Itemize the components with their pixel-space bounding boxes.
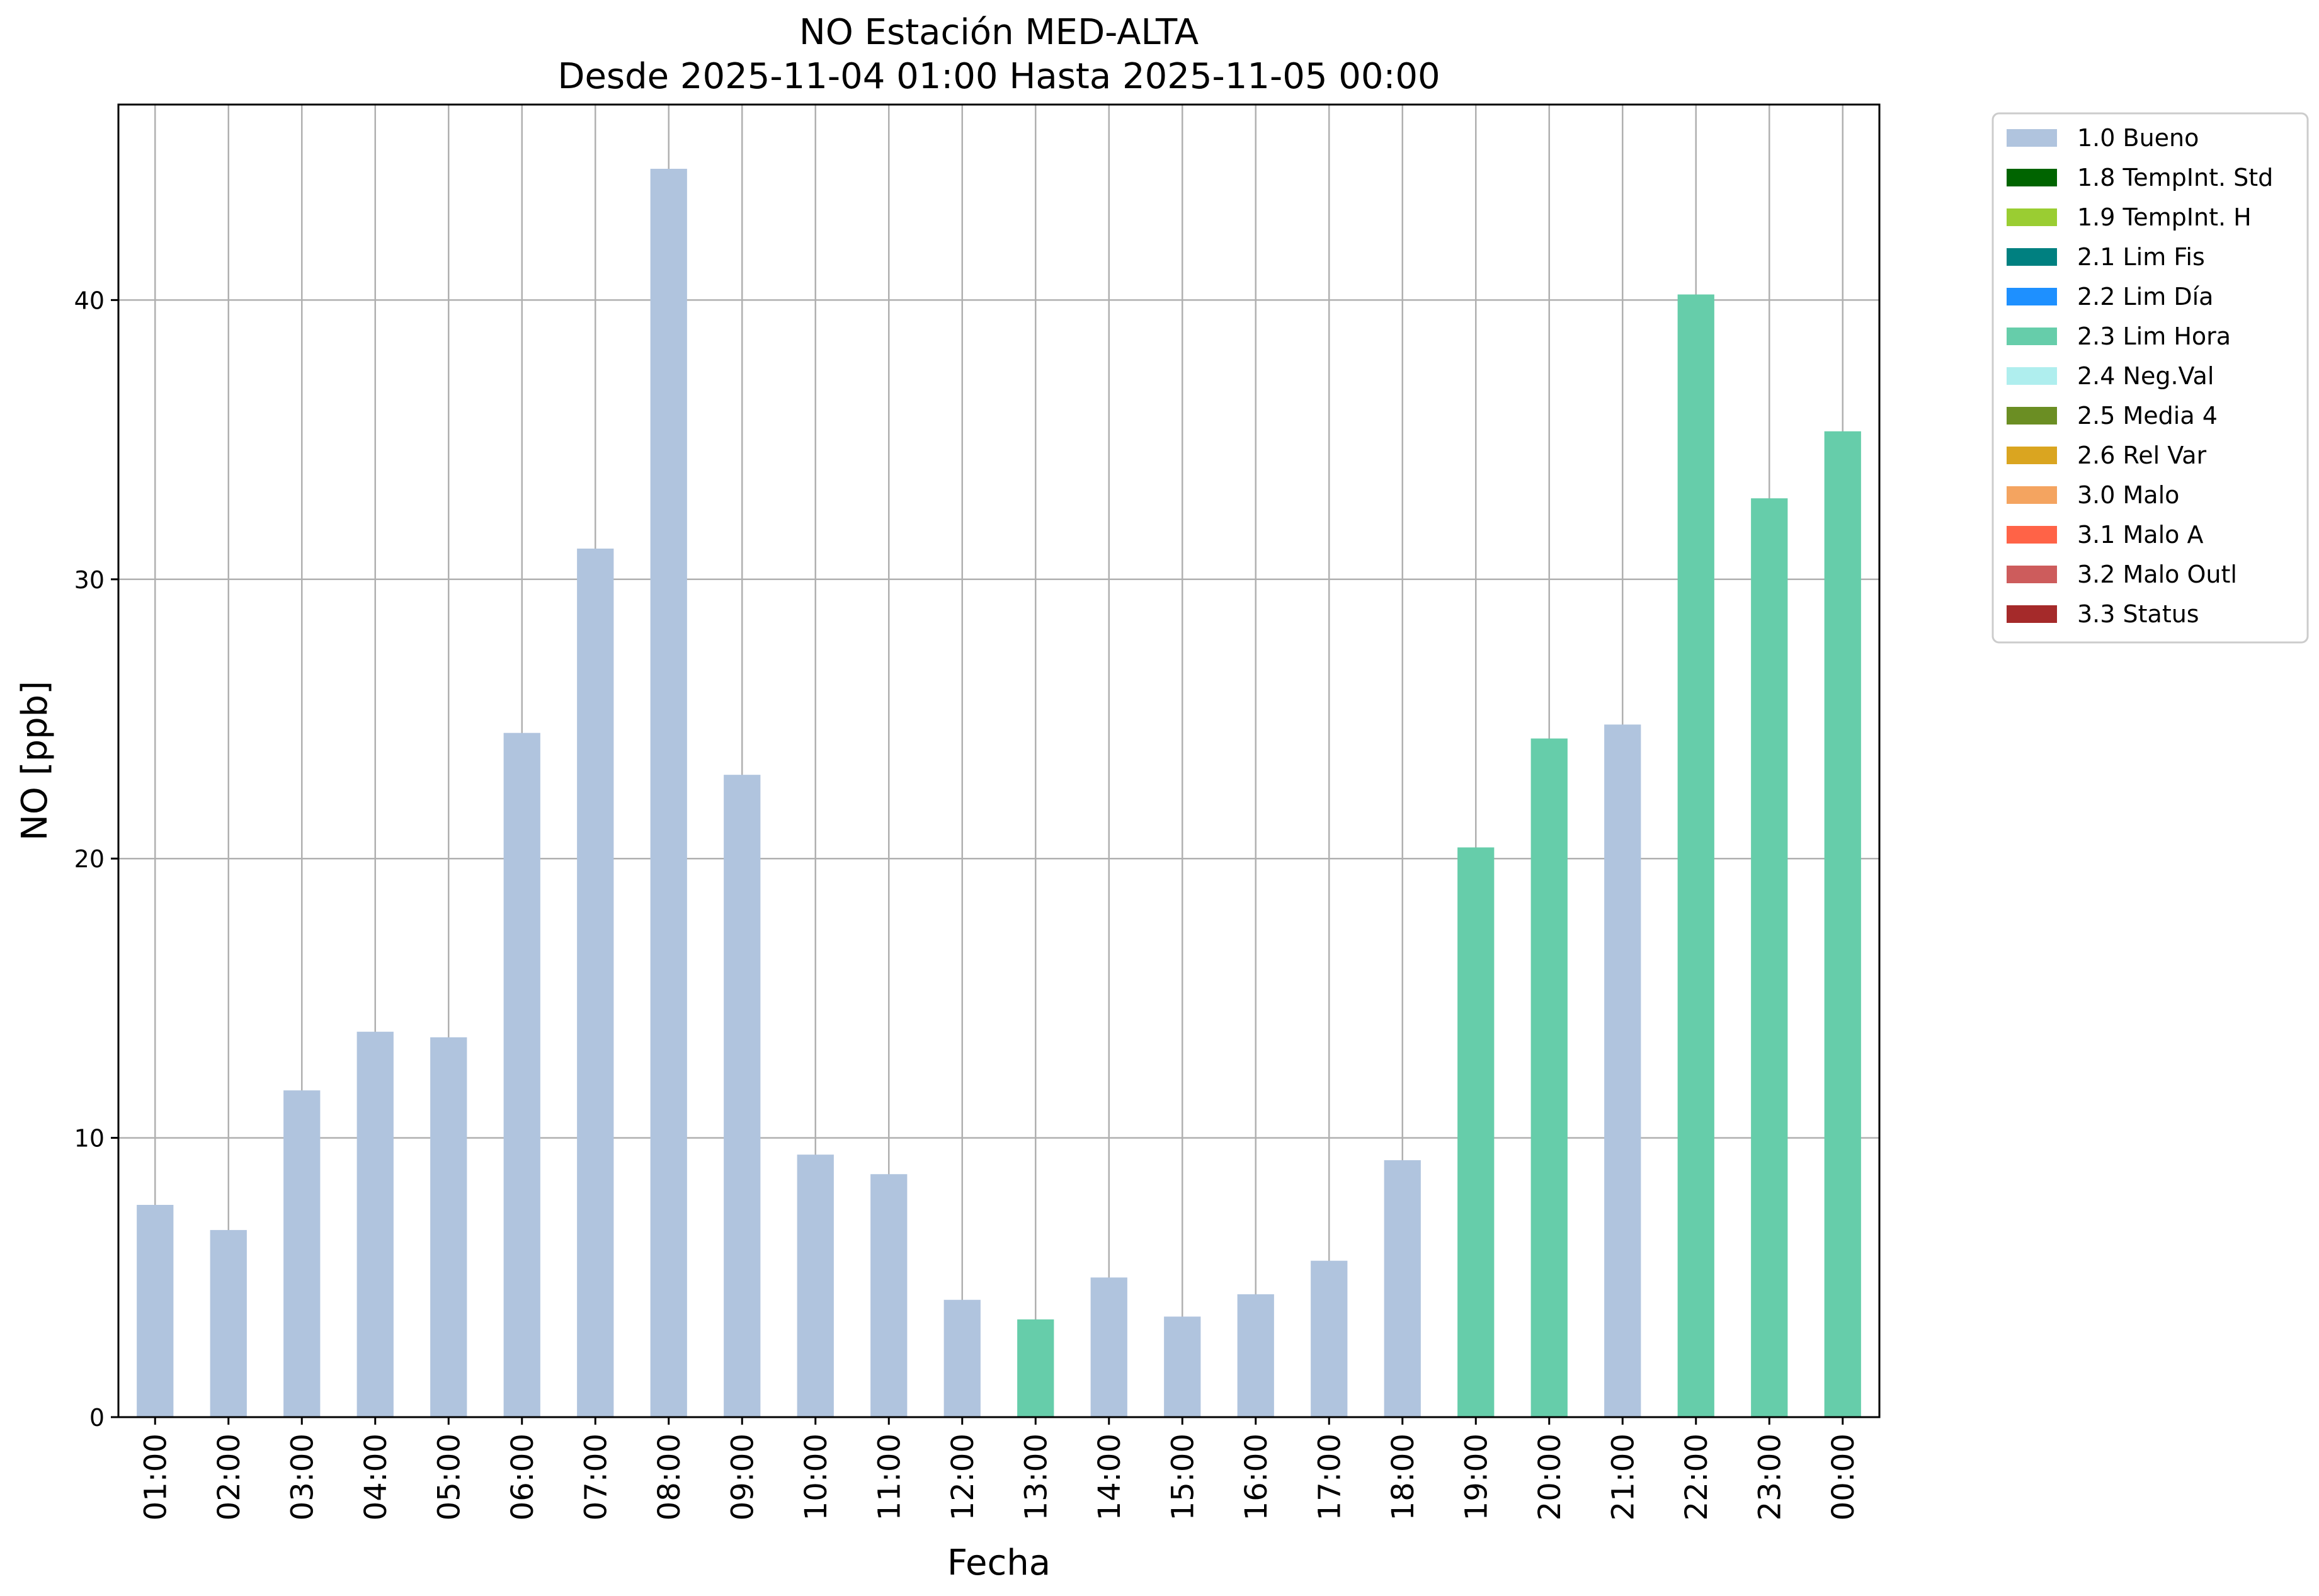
x-tick-label: 18:00 bbox=[1386, 1434, 1421, 1520]
x-tick-label: 17:00 bbox=[1312, 1434, 1347, 1520]
bar-0200 bbox=[210, 1229, 247, 1417]
x-tick-label: 16:00 bbox=[1239, 1434, 1274, 1520]
legend-label: 3.1 Malo A bbox=[2077, 521, 2203, 549]
bar-1500 bbox=[1164, 1316, 1201, 1417]
y-tick-label: 0 bbox=[89, 1404, 105, 1432]
legend-label: 2.4 Neg.Val bbox=[2077, 362, 2214, 390]
y-tick-label: 20 bbox=[74, 845, 105, 873]
x-axis-label: Fecha bbox=[947, 1542, 1051, 1583]
bar-1800 bbox=[1384, 1160, 1421, 1417]
legend-label: 2.2 Lim Día bbox=[2077, 283, 2213, 311]
bar-0000 bbox=[1824, 431, 1861, 1417]
bar-0300 bbox=[283, 1090, 321, 1417]
x-tick-label: 05:00 bbox=[431, 1434, 467, 1520]
y-tick-label: 40 bbox=[74, 287, 105, 314]
legend-swatch bbox=[2007, 526, 2057, 544]
x-tick-label: 13:00 bbox=[1018, 1434, 1054, 1520]
legend-label: 1.8 TempInt. Std bbox=[2077, 164, 2273, 191]
legend: 1.0 Bueno 1.8 TempInt. Std 1.9 TempInt. H 2… bbox=[1991, 112, 2309, 644]
x-tick-label: 01:00 bbox=[138, 1434, 173, 1520]
legend-swatch bbox=[2007, 447, 2057, 464]
x-tick-label: 23:00 bbox=[1752, 1434, 1787, 1520]
chart-subtitle: Desde 2025-11-04 01:00 Hasta 2025-11-05 … bbox=[557, 56, 1440, 97]
legend-swatch bbox=[2007, 407, 2057, 425]
bar-1300 bbox=[1017, 1319, 1054, 1417]
legend-label: 1.9 TempInt. H bbox=[2077, 203, 2252, 231]
legend-label: 1.0 Bueno bbox=[2077, 124, 2199, 152]
y-axis-label: NO [ppb] bbox=[14, 681, 55, 841]
legend-frame bbox=[1991, 112, 2309, 644]
legend-swatch bbox=[2007, 129, 2057, 147]
bar-1400 bbox=[1090, 1277, 1127, 1417]
x-tick-label: 03:00 bbox=[285, 1434, 320, 1520]
bar-0600 bbox=[503, 732, 540, 1417]
legend-swatch bbox=[2007, 169, 2057, 186]
legend-swatch bbox=[2007, 208, 2057, 226]
legend-label: 2.5 Media 4 bbox=[2077, 402, 2218, 430]
x-tick-label: 22:00 bbox=[1679, 1434, 1714, 1520]
x-tick-label: 11:00 bbox=[872, 1434, 907, 1520]
y-tick-label: 10 bbox=[74, 1125, 105, 1153]
bars bbox=[137, 168, 1861, 1418]
legend-swatch bbox=[2007, 486, 2057, 504]
bar-1000 bbox=[797, 1154, 834, 1417]
legend-swatch bbox=[2007, 566, 2057, 583]
bar-1600 bbox=[1237, 1294, 1274, 1417]
bar-2200 bbox=[1677, 294, 1714, 1417]
x-tick-label: 14:00 bbox=[1092, 1434, 1127, 1520]
legend-label: 3.2 Malo Outl bbox=[2077, 561, 2237, 588]
x-tick-label: 15:00 bbox=[1165, 1434, 1200, 1520]
chart-title: NO Estación MED-ALTA bbox=[799, 12, 1199, 53]
legend-label: 2.3 Lim Hora bbox=[2077, 322, 2231, 350]
x-tick-label: 07:00 bbox=[578, 1434, 613, 1520]
bar-0100 bbox=[137, 1205, 174, 1417]
legend-swatch bbox=[2007, 288, 2057, 305]
bar-0500 bbox=[430, 1037, 467, 1417]
y-tick-label: 30 bbox=[74, 566, 105, 594]
bar-0700 bbox=[577, 549, 614, 1418]
x-tick-label: 08:00 bbox=[652, 1434, 687, 1520]
x-axis-ticks: 01:00 02:00 03:00 04:00 05:00 06:00 07:00 08:00… bbox=[138, 1417, 1861, 1520]
x-tick-label: 20:00 bbox=[1532, 1434, 1568, 1520]
x-tick-label: 19:00 bbox=[1459, 1434, 1494, 1520]
bar-2300 bbox=[1751, 498, 1788, 1418]
legend-swatch bbox=[2007, 367, 2057, 385]
bar-0400 bbox=[356, 1032, 394, 1417]
y-axis-ticks: 0 10 20 30 40 bbox=[74, 287, 118, 1432]
x-tick-label: 12:00 bbox=[945, 1434, 981, 1520]
x-tick-label: 06:00 bbox=[505, 1434, 540, 1520]
plot-frame bbox=[117, 103, 1881, 1418]
bar-2000 bbox=[1530, 738, 1568, 1417]
legend-swatch bbox=[2007, 328, 2057, 345]
legend-swatch bbox=[2007, 248, 2057, 266]
x-tick-label: 04:00 bbox=[358, 1434, 394, 1520]
x-tick-label: 10:00 bbox=[799, 1434, 834, 1520]
bar-1100 bbox=[870, 1174, 908, 1417]
bar-1200 bbox=[943, 1299, 981, 1417]
bar-1700 bbox=[1311, 1260, 1348, 1417]
bar-1900 bbox=[1457, 847, 1495, 1417]
bar-0800 bbox=[650, 168, 687, 1418]
legend-label: 3.3 Status bbox=[2077, 600, 2199, 628]
bar-0900 bbox=[724, 775, 761, 1417]
x-tick-label: 02:00 bbox=[212, 1434, 247, 1520]
x-tick-label: 21:00 bbox=[1605, 1434, 1641, 1520]
legend-label: 2.6 Rel Var bbox=[2077, 442, 2207, 469]
x-tick-label: 00:00 bbox=[1826, 1434, 1861, 1520]
bar-2100 bbox=[1604, 724, 1641, 1417]
legend-label: 2.1 Lim Fis bbox=[2077, 243, 2205, 271]
legend-swatch bbox=[2007, 605, 2057, 623]
legend-label: 3.0 Malo bbox=[2077, 481, 2179, 509]
x-tick-label: 09:00 bbox=[725, 1434, 760, 1520]
